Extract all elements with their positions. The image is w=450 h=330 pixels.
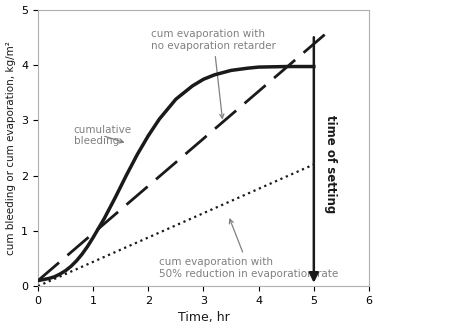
Text: time of setting: time of setting (324, 115, 337, 214)
Y-axis label: cum bleeding or cum evaporation, kg/m²: cum bleeding or cum evaporation, kg/m² (5, 41, 16, 255)
Text: cumulative
bleeding: cumulative bleeding (74, 125, 132, 147)
X-axis label: Time, hr: Time, hr (178, 312, 230, 324)
Text: cum evaporation with
50% reduction in evaporation rate: cum evaporation with 50% reduction in ev… (159, 219, 338, 279)
Text: cum evaporation with
no evaporation retarder: cum evaporation with no evaporation reta… (151, 29, 276, 118)
